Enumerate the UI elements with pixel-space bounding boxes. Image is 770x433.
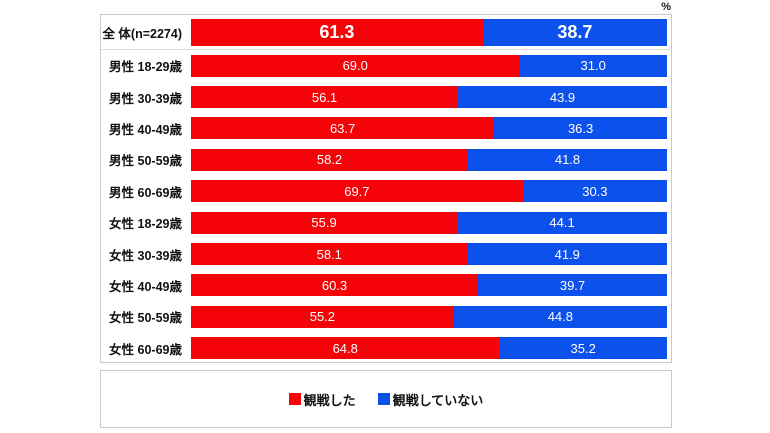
bar-segment-watched: 55.9 [191, 211, 458, 234]
category-label: 女性 50-59歳 [109, 311, 182, 326]
chart-row: 女性 60-69歳 64.8 35.2 [101, 333, 671, 364]
value-label: 39.7 [559, 277, 586, 293]
bar-segment-watched: 58.1 [191, 243, 468, 266]
value-label: 41.9 [554, 246, 580, 262]
chart-row: 女性 40-49歳 60.3 39.7 [101, 270, 671, 301]
value-label: 60.3 [321, 277, 348, 293]
bar-segment-not-watched: 43.9 [458, 86, 667, 109]
value-label: 38.7 [557, 22, 593, 42]
bar-segment-not-watched: 38.7 [482, 19, 667, 46]
bar-track: 55.9 44.1 [191, 211, 667, 234]
value-label: 44.8 [547, 309, 574, 325]
bar-segment-watched: 56.1 [191, 86, 459, 109]
value-label: 61.3 [319, 22, 355, 42]
value-label: 35.2 [570, 340, 596, 356]
chart-box: 全 体(n=2274) 61.3 38.7 男性 18-29歳 69.0 31.0 男性 3… [100, 14, 672, 363]
bar-segment-watched: 63.7 [191, 117, 495, 140]
bar-segment-watched: 64.8 [191, 337, 500, 360]
category-label: 男性 40-49歳 [109, 122, 182, 137]
value-label: 41.8 [554, 152, 581, 168]
value-label: 36.3 [567, 120, 594, 136]
chart-row: 全 体(n=2274) 61.3 38.7 [101, 17, 671, 50]
category-label: 男性 18-29歳 [109, 60, 182, 75]
bar-segment-watched: 58.2 [191, 148, 469, 171]
bar-segment-not-watched: 35.2 [499, 337, 667, 360]
value-label: 56.1 [311, 89, 338, 105]
bar-segment-not-watched: 39.7 [478, 274, 667, 297]
bar-segment-not-watched: 36.3 [494, 117, 667, 140]
bar-segment-not-watched: 41.8 [468, 148, 667, 171]
bar-segment-watched: 60.3 [191, 274, 479, 297]
bar-segment-not-watched: 44.8 [453, 305, 667, 328]
bar-track: 64.8 35.2 [191, 337, 667, 360]
bar-track: 63.7 36.3 [191, 117, 667, 140]
bar-segment-not-watched: 31.0 [519, 54, 667, 77]
bar-track: 69.7 30.3 [191, 180, 667, 203]
value-label: 31.0 [580, 58, 606, 74]
legend-swatch-icon [377, 393, 390, 405]
category-label: 女性 30-39歳 [109, 248, 182, 263]
bar-segment-watched: 69.0 [191, 54, 520, 77]
bar-track: 61.3 38.7 [191, 19, 667, 46]
legend-item: 観戦した [288, 390, 356, 409]
legend-label: 観戦した [303, 392, 356, 408]
chart-row: 男性 60-69歳 69.7 30.3 [101, 176, 671, 207]
value-label: 55.2 [309, 309, 336, 325]
bar-track: 58.1 41.9 [191, 243, 667, 266]
category-label: 全 体(n=2274) [102, 27, 182, 41]
category-label: 男性 30-39歳 [109, 91, 182, 106]
chart-row: 男性 18-29歳 69.0 31.0 [101, 50, 671, 81]
chart-row: 男性 50-59歳 58.2 41.8 [101, 144, 671, 175]
value-label: 43.9 [549, 89, 576, 105]
legend-label: 観戦していない [392, 392, 484, 408]
value-label: 58.1 [316, 246, 342, 262]
bar-track: 56.1 43.9 [191, 86, 667, 109]
value-label: 63.7 [329, 120, 356, 136]
bar-segment-not-watched: 44.1 [457, 211, 667, 234]
value-label: 44.1 [549, 215, 575, 231]
legend-swatch-icon [288, 393, 301, 405]
category-label: 男性 60-69歳 [109, 185, 182, 200]
bar-segment-not-watched: 30.3 [522, 180, 667, 203]
value-label: 58.2 [316, 152, 343, 168]
bar-track: 60.3 39.7 [191, 274, 667, 297]
category-label: 女性 60-69歳 [109, 342, 182, 357]
category-label: 男性 50-59歳 [109, 154, 182, 169]
bar-segment-watched: 69.7 [191, 180, 523, 203]
bar-segment-watched: 55.2 [191, 305, 454, 328]
legend-box: 観戦した 観戦していない [100, 370, 672, 428]
value-label: 30.3 [582, 183, 608, 199]
legend-item: 観戦していない [377, 390, 484, 409]
category-label: 女性 40-49歳 [109, 279, 182, 294]
value-label: 64.8 [332, 340, 358, 356]
unit-label: % [661, 1, 671, 13]
value-label: 55.9 [311, 215, 337, 231]
bar-track: 55.2 44.8 [191, 305, 667, 328]
value-label: 69.0 [342, 58, 368, 74]
chart-row: 男性 30-39歳 56.1 43.9 [101, 81, 671, 112]
chart-row: 女性 30-39歳 58.1 41.9 [101, 238, 671, 269]
category-label: 女性 18-29歳 [109, 217, 182, 232]
bar-segment-not-watched: 41.9 [467, 243, 667, 266]
chart-row: 女性 50-59歳 55.2 44.8 [101, 301, 671, 332]
value-label: 69.7 [344, 183, 370, 199]
chart-row: 女性 18-29歳 55.9 44.1 [101, 207, 671, 238]
chart-row: 男性 40-49歳 63.7 36.3 [101, 113, 671, 144]
bar-track: 58.2 41.8 [191, 148, 667, 171]
bar-segment-watched: 61.3 [191, 19, 483, 46]
bar-track: 69.0 31.0 [191, 54, 667, 77]
